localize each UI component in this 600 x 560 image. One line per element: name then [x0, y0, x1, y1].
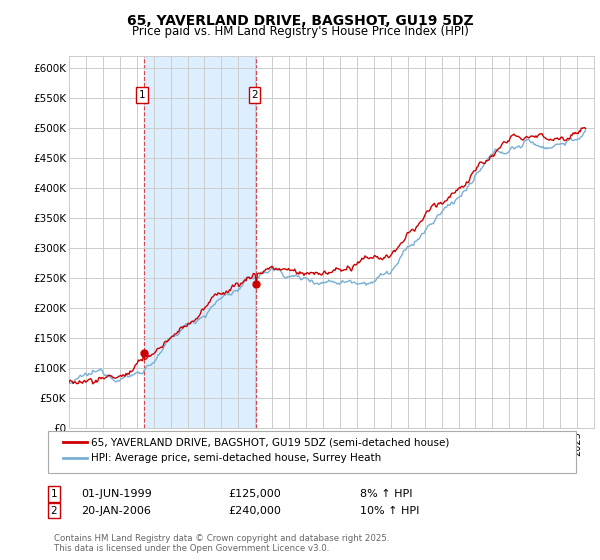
Text: HPI: Average price, semi-detached house, Surrey Heath: HPI: Average price, semi-detached house,…: [91, 452, 382, 463]
Text: 01-JUN-1999: 01-JUN-1999: [81, 489, 152, 499]
Text: 1: 1: [139, 90, 145, 100]
Text: Contains HM Land Registry data © Crown copyright and database right 2025.
This d: Contains HM Land Registry data © Crown c…: [54, 534, 389, 553]
Text: 65, YAVERLAND DRIVE, BAGSHOT, GU19 5DZ: 65, YAVERLAND DRIVE, BAGSHOT, GU19 5DZ: [127, 14, 473, 28]
Text: Price paid vs. HM Land Registry's House Price Index (HPI): Price paid vs. HM Land Registry's House …: [131, 25, 469, 38]
Text: 2: 2: [251, 90, 258, 100]
Text: 20-JAN-2006: 20-JAN-2006: [81, 506, 151, 516]
Text: 65, YAVERLAND DRIVE, BAGSHOT, GU19 5DZ (semi-detached house): 65, YAVERLAND DRIVE, BAGSHOT, GU19 5DZ (…: [91, 437, 449, 447]
Text: 1: 1: [50, 489, 58, 499]
Text: £240,000: £240,000: [228, 506, 281, 516]
Text: £125,000: £125,000: [228, 489, 281, 499]
Text: 2: 2: [50, 506, 58, 516]
Bar: [144, 56, 256, 428]
Text: 8% ↑ HPI: 8% ↑ HPI: [360, 489, 413, 499]
Text: 10% ↑ HPI: 10% ↑ HPI: [360, 506, 419, 516]
